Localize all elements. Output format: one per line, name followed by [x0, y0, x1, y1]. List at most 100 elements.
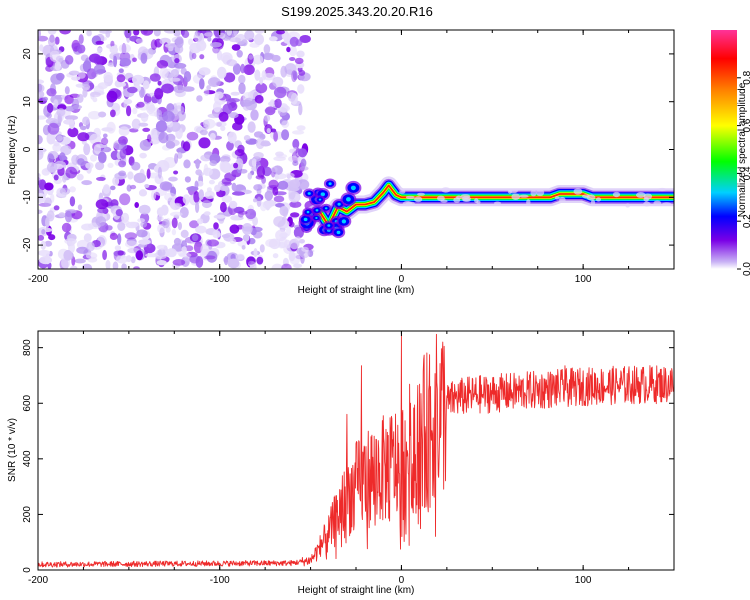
noise-blob [198, 137, 211, 149]
noise-blob [292, 160, 299, 166]
noise-blob [85, 162, 94, 170]
noise-blob [59, 30, 71, 35]
noise-blob [199, 54, 205, 60]
noise-blob [116, 254, 128, 264]
noise-blob [289, 57, 296, 61]
noise-blob [272, 253, 279, 259]
noise-blob [184, 245, 194, 252]
ridge-halo [636, 192, 646, 198]
noise-blob [272, 76, 284, 88]
noise-blob [96, 176, 106, 181]
noise-blob [158, 131, 169, 144]
noise-blob [117, 233, 122, 246]
noise-blob [191, 52, 197, 60]
noise-blob [213, 222, 219, 230]
noise-blob [140, 112, 149, 123]
noise-blob [231, 182, 237, 192]
noise-blob [193, 32, 203, 42]
noise-blob [68, 70, 80, 76]
noise-blob [217, 66, 227, 79]
noise-blob [63, 119, 75, 125]
noise-blob [127, 86, 138, 94]
noise-blob [156, 207, 165, 217]
noise-blob [38, 79, 45, 84]
noise-blob [117, 222, 126, 231]
ridge-halo [511, 193, 520, 200]
noise-blob [238, 74, 246, 84]
noise-blob [109, 45, 119, 54]
spectrogram-y-label: Frequency (Hz) [7, 116, 18, 185]
noise-blob [82, 81, 90, 88]
noise-blob [169, 77, 181, 82]
noise-blob [125, 255, 132, 263]
noise-blob [153, 30, 161, 37]
noise-blob [101, 137, 109, 146]
noise-blob [86, 30, 92, 37]
noise-blob [56, 135, 63, 142]
noise-blob [198, 189, 204, 201]
ridge-halo [399, 190, 406, 194]
noise-blob [48, 234, 56, 241]
spectrogram-x-ticks: -200 -100 0 100 [28, 30, 675, 285]
noise-blob [247, 172, 253, 180]
noise-blob [159, 37, 171, 45]
noise-blob [253, 33, 265, 46]
noise-blob [166, 248, 177, 258]
noise-blob [149, 73, 161, 82]
noise-blob [71, 76, 81, 81]
spectrogram-y-tick-label: 10 [22, 96, 33, 108]
noise-blob [135, 250, 144, 261]
noise-blob [106, 90, 118, 103]
noise-blob [155, 120, 168, 133]
ridge-halo [643, 197, 649, 202]
noise-blob [64, 86, 70, 95]
noise-blob [296, 125, 306, 131]
noise-blob [74, 258, 86, 264]
noise-blob [207, 36, 212, 42]
noise-blob [229, 238, 237, 245]
noise-blob [151, 189, 157, 201]
noise-blob [140, 52, 148, 64]
ridge-halo [441, 187, 451, 193]
ridge-blob-core [337, 202, 341, 206]
noise-blob [119, 57, 131, 67]
ridge-halo [596, 197, 601, 202]
noise-blob [294, 57, 304, 65]
noise-blob [95, 216, 107, 227]
ridge-halo [493, 201, 502, 205]
noise-blob [45, 118, 59, 125]
noise-blob [271, 263, 284, 269]
noise-blob [102, 184, 111, 195]
noise-blob [85, 252, 98, 260]
noise-blob [118, 160, 127, 168]
noise-blob [253, 198, 257, 203]
noise-blob [201, 200, 212, 209]
noise-blob [38, 209, 43, 215]
ridge-halo [402, 200, 413, 207]
noise-blob [221, 177, 232, 185]
noise-blob [222, 103, 233, 115]
ridge-blob-core [327, 224, 331, 227]
noise-blob [293, 263, 303, 269]
snr-x-label: Height of straight line (km) [298, 585, 415, 596]
noise-blob [245, 208, 257, 220]
ridge-blob-core [341, 219, 347, 224]
noise-blob [44, 240, 53, 247]
noise-blob [244, 30, 255, 41]
noise-blob [76, 173, 84, 181]
ridge-halo [559, 196, 566, 203]
ridge-halo [474, 198, 479, 204]
noise-blob [297, 84, 305, 94]
noise-blob [115, 143, 128, 151]
colorbar-tick-label: 0.0 [742, 262, 750, 276]
noise-blob [38, 115, 47, 120]
noise-blob [47, 153, 55, 164]
noise-blob [227, 258, 240, 269]
noise-blob [273, 216, 286, 227]
noise-blob [279, 103, 289, 113]
noise-blob [273, 195, 285, 203]
noise-blob [195, 158, 200, 169]
noise-blob [138, 189, 148, 197]
snr-y-label: SNR (10 * v/v) [7, 418, 18, 482]
noise-blob [196, 218, 204, 225]
